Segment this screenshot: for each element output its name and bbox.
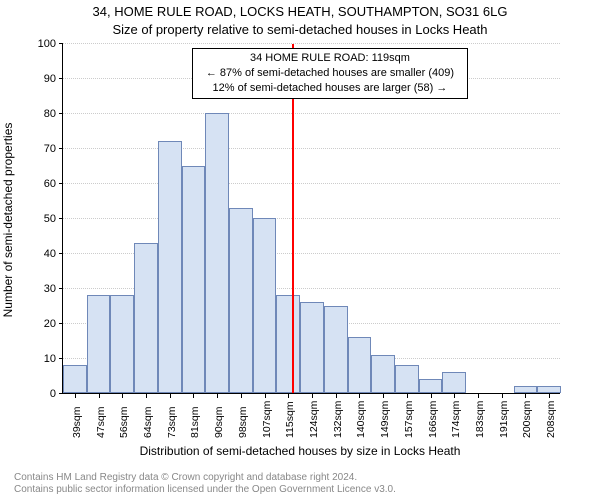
license-line1: Contains HM Land Registry data © Crown c… — [14, 472, 396, 484]
y-tick-label: 90 — [6, 73, 56, 85]
chart-title-main: 34, HOME RULE ROAD, LOCKS HEATH, SOUTHAM… — [0, 4, 600, 19]
x-tick-label: 157sqm — [403, 401, 415, 438]
info-box-line2: ← 87% of semi-detached houses are smalle… — [197, 66, 463, 81]
x-tick-label: 115sqm — [284, 401, 296, 438]
x-tick-mark — [431, 394, 432, 398]
histogram-bar — [395, 365, 419, 393]
histogram-bar — [158, 141, 182, 393]
x-tick-label: 64sqm — [142, 406, 154, 438]
x-axis-label: Distribution of semi-detached houses by … — [0, 444, 600, 458]
y-tick-label: 0 — [6, 388, 56, 400]
x-tick-mark — [383, 394, 384, 398]
x-tick-label: 90sqm — [213, 406, 225, 438]
x-tick-label: 124sqm — [308, 401, 320, 438]
histogram-bar — [300, 302, 324, 393]
histogram-bar — [182, 166, 206, 394]
info-box-line1: 34 HOME RULE ROAD: 119sqm — [197, 51, 463, 66]
x-tick-mark — [525, 394, 526, 398]
y-tick-label: 40 — [6, 248, 56, 260]
histogram-bar — [229, 208, 253, 394]
x-tick-label: 183sqm — [474, 401, 486, 438]
x-tick-mark — [478, 394, 479, 398]
y-tick-label: 10 — [6, 353, 56, 365]
x-tick-label: 98sqm — [237, 406, 249, 438]
histogram-bar — [110, 295, 134, 393]
y-tick-label: 100 — [6, 38, 56, 50]
x-tick-label: 208sqm — [545, 401, 557, 438]
x-tick-label: 174sqm — [450, 401, 462, 438]
x-tick-label: 56sqm — [118, 406, 130, 438]
histogram-bar — [324, 306, 348, 394]
x-tick-label: 166sqm — [427, 401, 439, 438]
x-tick-mark — [217, 394, 218, 398]
x-tick-label: 73sqm — [166, 406, 178, 438]
x-tick-label: 140sqm — [355, 401, 367, 438]
histogram-bar — [276, 295, 300, 393]
y-tick-label: 70 — [6, 143, 56, 155]
y-tick-label: 20 — [6, 318, 56, 330]
x-tick-label: 39sqm — [71, 406, 83, 438]
x-tick-mark — [75, 394, 76, 398]
y-tick-label: 80 — [6, 108, 56, 120]
histogram-bar — [63, 365, 87, 393]
histogram-bar — [371, 355, 395, 394]
y-tick-label: 60 — [6, 178, 56, 190]
info-box-line3: 12% of semi-detached houses are larger (… — [197, 81, 463, 96]
chart-title-sub: Size of property relative to semi-detach… — [0, 22, 600, 37]
x-tick-mark — [288, 394, 289, 398]
x-tick-mark — [265, 394, 266, 398]
x-tick-mark — [549, 394, 550, 398]
plot-area: 34 HOME RULE ROAD: 119sqm ← 87% of semi-… — [62, 44, 560, 394]
x-tick-mark — [99, 394, 100, 398]
histogram-bar — [87, 295, 111, 393]
x-tick-label: 47sqm — [95, 406, 107, 438]
info-box: 34 HOME RULE ROAD: 119sqm ← 87% of semi-… — [192, 48, 468, 99]
histogram-bar — [442, 372, 466, 393]
x-tick-mark — [122, 394, 123, 398]
x-tick-label: 132sqm — [332, 401, 344, 438]
x-tick-mark — [359, 394, 360, 398]
x-tick-label: 81sqm — [189, 406, 201, 438]
histogram-bar — [205, 113, 229, 393]
x-tick-mark — [454, 394, 455, 398]
y-tick-label: 30 — [6, 283, 56, 295]
x-tick-label: 200sqm — [521, 401, 533, 438]
x-tick-mark — [170, 394, 171, 398]
x-tick-mark — [241, 394, 242, 398]
license-text: Contains HM Land Registry data © Crown c… — [14, 472, 396, 496]
histogram-bar — [514, 386, 538, 393]
x-tick-mark — [146, 394, 147, 398]
histogram-bar — [419, 379, 443, 393]
x-tick-label: 107sqm — [261, 401, 273, 438]
x-tick-label: 191sqm — [498, 401, 510, 438]
license-line2: Contains public sector information licen… — [14, 484, 396, 496]
x-tick-mark — [193, 394, 194, 398]
x-tick-mark — [407, 394, 408, 398]
histogram-bar — [537, 386, 561, 393]
histogram-bar — [253, 218, 277, 393]
y-tick-mark — [59, 393, 63, 394]
x-tick-mark — [336, 394, 337, 398]
x-tick-label: 149sqm — [379, 401, 391, 438]
histogram-bar — [134, 243, 158, 394]
histogram-bar — [348, 337, 372, 393]
y-tick-label: 50 — [6, 213, 56, 225]
x-tick-mark — [312, 394, 313, 398]
x-tick-mark — [502, 394, 503, 398]
